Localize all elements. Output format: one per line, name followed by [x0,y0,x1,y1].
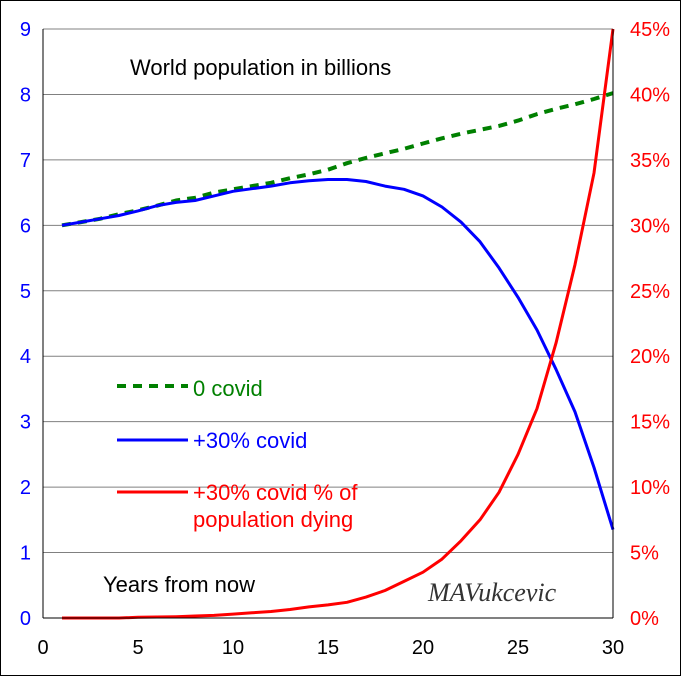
x-tick-label: 25 [507,637,529,659]
y-right-tick-label: 0% [630,608,659,630]
tick-labels: 0 1 2 3 4 5 6 7 8 9 0% 5% 10% 15% 20% 25% 30% 35% 40% 45% 0 5… [20,19,670,659]
x-tick-label: 0 [37,637,48,659]
legend-label-dying-line1: +30% covid % of [193,480,358,505]
y-right-tick-label: 30% [630,215,670,237]
y-left-tick-label: 4 [20,346,31,368]
legend-label-0-covid: 0 covid [193,376,263,401]
legend-label-30-covid: +30% covid [193,428,307,453]
y-left-tick-label: 1 [20,543,31,565]
legend-label-dying-line2: population dying [193,507,353,532]
y-right-tick-label: 45% [630,19,670,41]
y-left-tick-label: 6 [20,215,31,237]
y-left-tick-label: 5 [20,281,31,303]
x-tick-label: 10 [222,637,244,659]
author-signature: MAVukcevic [427,578,557,607]
x-tick-label: 5 [132,637,143,659]
series-line-0 [61,91,614,228]
x-tick-label: 20 [412,637,434,659]
chart-title: World population in billions [130,55,391,80]
y-left-tick-label: 9 [20,19,31,41]
y-left-tick-label: 8 [20,84,31,106]
gridlines [43,28,613,554]
y-left-tick-label: 7 [20,150,31,172]
y-left-tick-label: 2 [20,477,31,499]
y-right-tick-label: 20% [630,346,670,368]
series-line-1 [61,178,615,531]
x-axis-label: Years from now [103,572,255,597]
legend: 0 covid +30% covid +30% covid % of popul… [117,376,358,532]
y-left-tick-label: 0 [20,608,31,630]
y-right-tick-label: 40% [630,84,670,106]
y-left-tick-label: 3 [20,412,31,434]
y-right-tick-label: 5% [630,543,659,565]
series-lines [61,28,615,620]
x-tick-label: 30 [602,637,624,659]
series-line-2 [62,28,615,620]
y-right-tick-label: 15% [630,412,670,434]
y-right-tick-label: 10% [630,477,670,499]
y-right-tick-label: 25% [630,281,670,303]
x-tick-label: 15 [317,637,339,659]
y-right-tick-label: 35% [630,150,670,172]
